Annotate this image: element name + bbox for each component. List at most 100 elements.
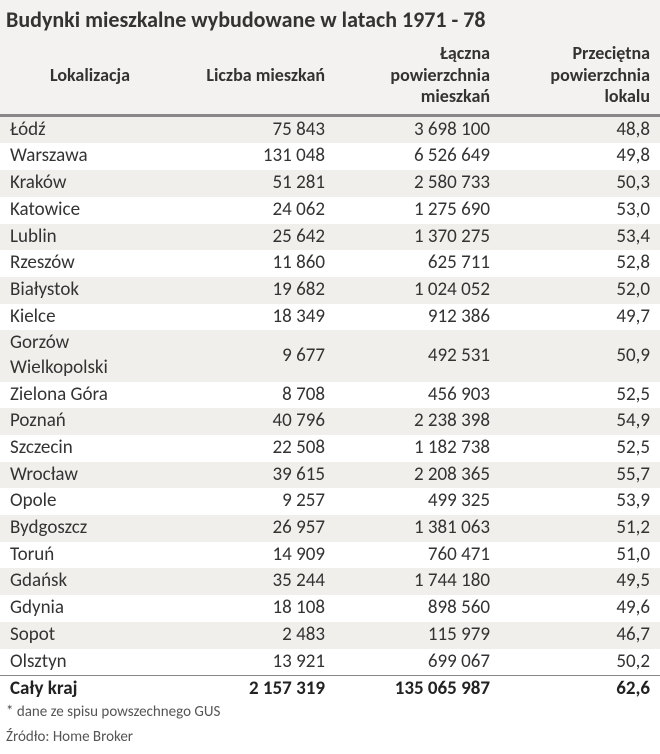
table-row: Katowice24 0621 275 69053,0 <box>0 197 660 224</box>
cell: 49,5 <box>500 568 660 595</box>
cell: 131 048 <box>180 143 335 170</box>
table-row: Olsztyn13 921699 06750,2 <box>0 649 660 676</box>
cell: 25 642 <box>180 224 335 251</box>
cell: 492 531 <box>335 330 500 381</box>
cell: 1 024 052 <box>335 277 500 304</box>
cell: 3 698 100 <box>335 115 500 143</box>
cell: 52,0 <box>500 277 660 304</box>
table-row: Sopot2 483115 97946,7 <box>0 622 660 649</box>
table-row: Lublin25 6421 370 27553,4 <box>0 224 660 251</box>
cell: 40 796 <box>180 408 335 435</box>
table-row: Gdańsk35 2441 744 18049,5 <box>0 568 660 595</box>
cell: 22 508 <box>180 435 335 462</box>
cell: Zielona Góra <box>0 382 180 409</box>
cell: 53,9 <box>500 488 660 515</box>
cell: 8 708 <box>180 382 335 409</box>
total-row: Cały kraj2 157 319135 065 98762,6 <box>0 676 660 703</box>
cell: 53,0 <box>500 197 660 224</box>
cell: Opole <box>0 488 180 515</box>
cell: Łódź <box>0 115 180 143</box>
cell: 699 067 <box>335 649 500 676</box>
table-row: Zielona Góra8 708456 90352,5 <box>0 382 660 409</box>
cell: 48,8 <box>500 115 660 143</box>
cell: Szczecin <box>0 435 180 462</box>
data-table: Lokalizacja Liczba mieszkań Łączna powie… <box>0 37 660 703</box>
cell: 18 349 <box>180 304 335 331</box>
footnote: * dane ze spisu powszechnego GUS <box>0 703 660 729</box>
cell: 55,7 <box>500 462 660 489</box>
cell: Warszawa <box>0 143 180 170</box>
table-row: Białystok19 6821 024 05252,0 <box>0 277 660 304</box>
table-row: Kraków51 2812 580 73350,3 <box>0 170 660 197</box>
cell: Sopot <box>0 622 180 649</box>
table-row: Toruń14 909760 47151,0 <box>0 542 660 569</box>
table-row: Wrocław39 6152 208 36555,7 <box>0 462 660 489</box>
cell: 1 182 738 <box>335 435 500 462</box>
cell: Kraków <box>0 170 180 197</box>
cell: 2 208 365 <box>335 462 500 489</box>
cell: Olsztyn <box>0 649 180 676</box>
cell: 898 560 <box>335 595 500 622</box>
col-header-liczba: Liczba mieszkań <box>180 37 335 115</box>
cell: 9 677 <box>180 330 335 381</box>
table-row: Opole9 257499 32553,9 <box>0 488 660 515</box>
cell: 50,9 <box>500 330 660 381</box>
cell: 35 244 <box>180 568 335 595</box>
cell: 6 526 649 <box>335 143 500 170</box>
cell: 18 108 <box>180 595 335 622</box>
cell: 75 843 <box>180 115 335 143</box>
cell: 760 471 <box>335 542 500 569</box>
cell: 19 682 <box>180 277 335 304</box>
cell: 1 744 180 <box>335 568 500 595</box>
col-header-lokalizacja: Lokalizacja <box>0 37 180 115</box>
cell: 13 921 <box>180 649 335 676</box>
cell: 9 257 <box>180 488 335 515</box>
cell: 52,8 <box>500 250 660 277</box>
cell: 1 381 063 <box>335 515 500 542</box>
cell: 50,3 <box>500 170 660 197</box>
cell: 456 903 <box>335 382 500 409</box>
table-row: Gdynia18 108898 56049,6 <box>0 595 660 622</box>
cell: 49,7 <box>500 304 660 331</box>
header-row: Lokalizacja Liczba mieszkań Łączna powie… <box>0 37 660 115</box>
cell: 499 325 <box>335 488 500 515</box>
cell: 52,5 <box>500 435 660 462</box>
cell: 51,0 <box>500 542 660 569</box>
cell: 39 615 <box>180 462 335 489</box>
table-row: Poznań40 7962 238 39854,9 <box>0 408 660 435</box>
table-row: Kielce18 349912 38649,7 <box>0 304 660 331</box>
table-row: Bydgoszcz26 9571 381 06351,2 <box>0 515 660 542</box>
table-row: Warszawa131 0486 526 64949,8 <box>0 143 660 170</box>
cell: Poznań <box>0 408 180 435</box>
cell: Białystok <box>0 277 180 304</box>
cell: 2 580 733 <box>335 170 500 197</box>
cell: 46,7 <box>500 622 660 649</box>
cell: 115 979 <box>335 622 500 649</box>
total-cell: 62,6 <box>500 676 660 703</box>
cell: 1 370 275 <box>335 224 500 251</box>
cell: Gorzów Wielkopolski <box>0 330 180 381</box>
table-row: Rzeszów11 860625 71152,8 <box>0 250 660 277</box>
cell: 49,8 <box>500 143 660 170</box>
cell: 54,9 <box>500 408 660 435</box>
cell: Gdynia <box>0 595 180 622</box>
table-row: Łódź75 8433 698 10048,8 <box>0 115 660 143</box>
cell: Kielce <box>0 304 180 331</box>
cell: Wrocław <box>0 462 180 489</box>
cell: 52,5 <box>500 382 660 409</box>
table-row: Gorzów Wielkopolski9 677492 53150,9 <box>0 330 660 381</box>
cell: 14 909 <box>180 542 335 569</box>
cell: Bydgoszcz <box>0 515 180 542</box>
cell: 51,2 <box>500 515 660 542</box>
total-cell: 2 157 319 <box>180 676 335 703</box>
total-cell: 135 065 987 <box>335 676 500 703</box>
table-container: Budynki mieszkalne wybudowane w latach 1… <box>0 0 660 754</box>
cell: 49,6 <box>500 595 660 622</box>
total-cell: Cały kraj <box>0 676 180 703</box>
table-body: Łódź75 8433 698 10048,8Warszawa131 0486 … <box>0 115 660 703</box>
cell: 51 281 <box>180 170 335 197</box>
cell: 50,2 <box>500 649 660 676</box>
cell: Lublin <box>0 224 180 251</box>
table-title: Budynki mieszkalne wybudowane w latach 1… <box>0 0 660 37</box>
source-line: Źródło: Home Broker <box>0 728 660 754</box>
